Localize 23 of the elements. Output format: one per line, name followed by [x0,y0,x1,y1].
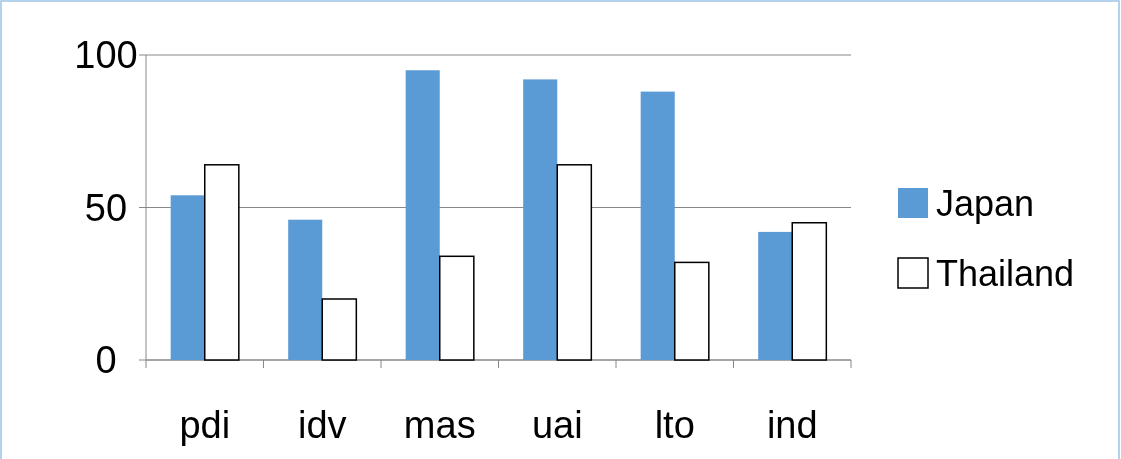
x-tick-label: mas [403,404,476,446]
x-tick-label: lto [654,404,695,446]
bar [321,298,358,361]
x-tick-label: ind [766,404,818,446]
bar [674,261,710,361]
y-tick-label: 50 [84,186,128,229]
x-tick-label: uai [531,404,583,446]
legend-label: Thailand [936,252,1075,294]
bar [204,164,240,361]
bar [439,255,475,361]
x-tick-label: idv [297,404,347,446]
bar [405,70,440,360]
bar [791,222,828,361]
x-tick-label: pdi [179,404,231,446]
y-tick-label: 100 [74,34,138,77]
bar [556,164,593,361]
bar [640,91,675,360]
bar [170,195,205,360]
bar [758,231,793,360]
bar [523,79,558,360]
bar [288,219,323,360]
legend-label: Japan [936,182,1035,224]
y-tick-label: 0 [95,339,117,382]
